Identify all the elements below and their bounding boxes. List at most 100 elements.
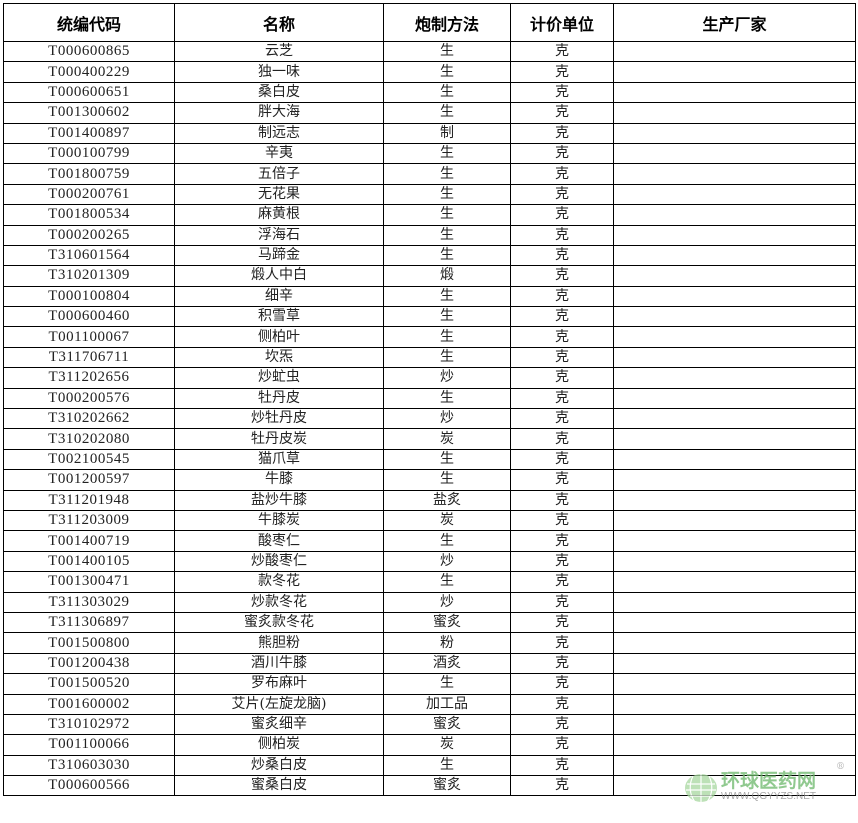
cell-manufacturer	[613, 102, 856, 124]
cell-method: 生	[383, 204, 511, 226]
cell-code: T310202662	[3, 408, 175, 430]
cell-code: T000400229	[3, 61, 175, 83]
cell-name: 炒款冬花	[174, 591, 384, 613]
table-row: T001400105 炒酸枣仁炒克	[3, 550, 856, 573]
cell-method: 生	[383, 183, 511, 206]
cell-name: 盐炒牛膝	[174, 489, 384, 511]
table-row: T000400229 独一味生克	[3, 61, 856, 83]
cell-unit: 克	[510, 754, 614, 777]
table-row: T310601564 马蹄金生克	[3, 244, 856, 267]
cell-code: T001600002	[3, 693, 175, 715]
cell-manufacturer	[613, 734, 856, 756]
table-row: T311202656 炒虻虫炒克	[3, 367, 856, 389]
cell-unit: 克	[510, 367, 614, 389]
cell-name: 胖大海	[174, 102, 384, 124]
cell-method: 蜜炙	[383, 775, 511, 797]
cell-unit: 克	[510, 122, 614, 144]
cell-manufacturer	[613, 550, 856, 573]
cell-unit: 克	[510, 509, 614, 532]
table-row: T000100799 辛夷生克	[3, 142, 856, 165]
cell-unit: 克	[510, 163, 614, 185]
cell-name: 牡丹皮炭	[174, 428, 384, 450]
cell-unit: 克	[510, 204, 614, 226]
table-row: T001100066 侧柏炭炭克	[3, 734, 856, 756]
cell-name: 云芝	[174, 40, 384, 63]
cell-method: 粉	[383, 632, 511, 654]
cell-method: 生	[383, 142, 511, 165]
cell-unit: 克	[510, 775, 614, 797]
cell-method: 生	[383, 571, 511, 593]
cell-method: 蜜炙	[383, 611, 511, 634]
cell-method: 生	[383, 387, 511, 410]
cell-code: T001200438	[3, 652, 175, 675]
cell-code: T311306897	[3, 611, 175, 634]
table-row: T310202080 牡丹皮炭炭克	[3, 428, 856, 450]
cell-method: 加工品	[383, 693, 511, 715]
cell-manufacturer	[613, 652, 856, 675]
cell-unit: 克	[510, 489, 614, 511]
cell-unit: 克	[510, 652, 614, 675]
cell-manufacturer	[613, 428, 856, 450]
cell-name: 炒虻虫	[174, 367, 384, 389]
cell-manufacturer	[613, 448, 856, 471]
cell-manufacturer	[613, 775, 856, 797]
cell-manufacturer	[613, 632, 856, 654]
cell-manufacturer	[613, 571, 856, 593]
cell-name: 罗布麻叶	[174, 673, 384, 695]
cell-code: T001100067	[3, 326, 175, 348]
cell-method: 生	[383, 306, 511, 328]
cell-name: 煅人中白	[174, 265, 384, 287]
cell-manufacturer	[613, 326, 856, 348]
cell-name: 牛膝	[174, 469, 384, 491]
table-row: T310202662 炒牡丹皮炒克	[3, 408, 856, 430]
cell-manufacturer	[613, 509, 856, 532]
cell-method: 制	[383, 122, 511, 144]
cell-manufacturer	[613, 183, 856, 206]
cell-manufacturer	[613, 693, 856, 715]
cell-manufacturer	[613, 346, 856, 369]
cell-manufacturer	[613, 408, 856, 430]
cell-unit: 克	[510, 408, 614, 430]
table-row: T001200438 酒川牛膝 酒炙克	[3, 652, 856, 675]
table-row: T000600651 桑白皮生克	[3, 81, 856, 104]
cell-name: 积雪草	[174, 306, 384, 328]
cell-method: 生	[383, 81, 511, 104]
cell-code: T311706711	[3, 346, 175, 369]
cell-name: 侧柏叶	[174, 326, 384, 348]
table-row: T311201948 盐炒牛膝 盐炙克	[3, 489, 856, 511]
cell-method: 炒	[383, 408, 511, 430]
cell-manufacturer	[613, 673, 856, 695]
cell-code: T000200265	[3, 224, 175, 246]
cell-method: 炒	[383, 550, 511, 573]
cell-code: T310201309	[3, 265, 175, 287]
cell-unit: 克	[510, 469, 614, 491]
cell-name: 浮海石	[174, 224, 384, 246]
cell-name: 酒川牛膝	[174, 652, 384, 675]
header-name: 名称	[174, 3, 384, 42]
cell-name: 蜜炙细辛	[174, 713, 384, 736]
cell-name: 细辛	[174, 285, 384, 308]
table-row: T001100067 侧柏叶生克	[3, 326, 856, 348]
cell-method: 生	[383, 285, 511, 308]
cell-manufacturer	[613, 754, 856, 777]
cell-unit: 克	[510, 632, 614, 654]
cell-manufacturer	[613, 163, 856, 185]
cell-name: 马蹄金	[174, 244, 384, 267]
cell-code: T310102972	[3, 713, 175, 736]
header-manufacturer: 生产厂家	[613, 3, 856, 42]
cell-unit: 克	[510, 693, 614, 715]
cell-name: 炒牡丹皮	[174, 408, 384, 430]
table-row: T000100804 细辛生克	[3, 285, 856, 308]
cell-code: T000100799	[3, 142, 175, 165]
cell-name: 牡丹皮	[174, 387, 384, 410]
table-row: T311706711 坎炁生克	[3, 346, 856, 369]
cell-name: 辛夷	[174, 142, 384, 165]
cell-unit: 克	[510, 326, 614, 348]
table-row: T310102972 蜜炙细辛 蜜炙克	[3, 713, 856, 736]
cell-name: 炒桑白皮	[174, 754, 384, 777]
cell-method: 生	[383, 673, 511, 695]
cell-method: 生	[383, 448, 511, 471]
cell-name: 无花果	[174, 183, 384, 206]
table-row: T002100545 猫爪草生克	[3, 448, 856, 471]
cell-unit: 克	[510, 387, 614, 410]
